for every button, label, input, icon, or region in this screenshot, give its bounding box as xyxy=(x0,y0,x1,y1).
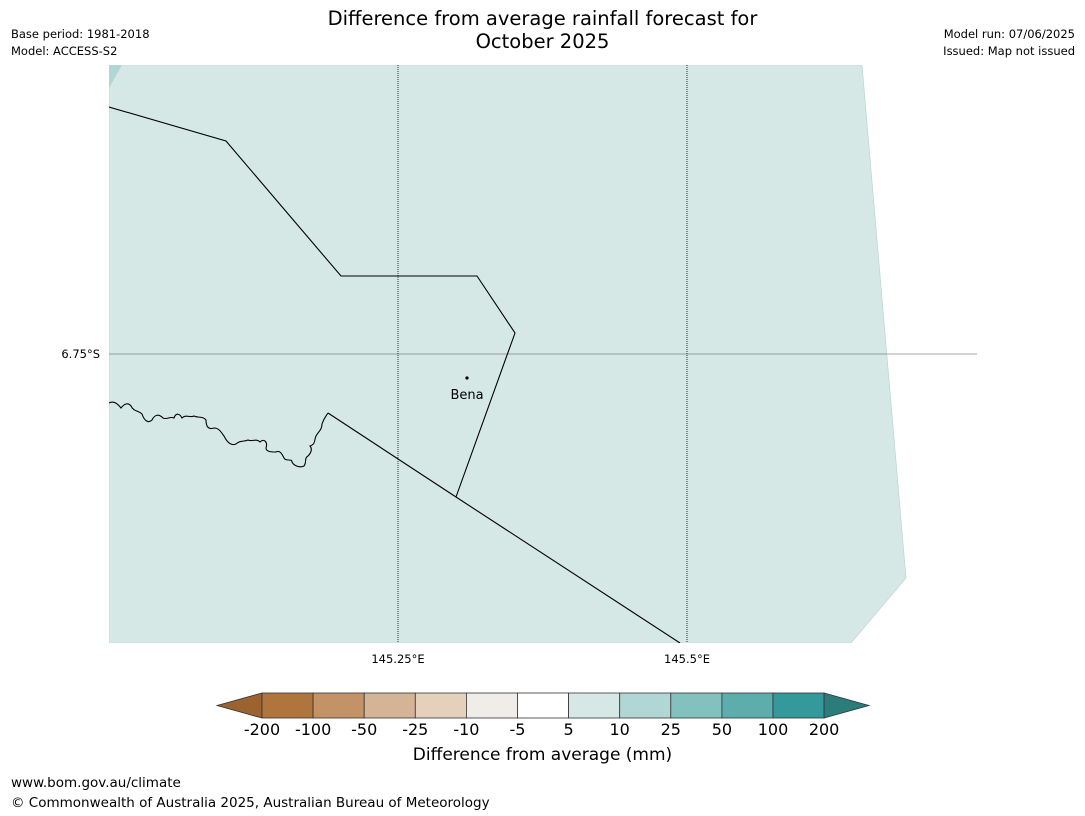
latitude-label: 6.75°S xyxy=(61,347,100,361)
colorbar-swatch xyxy=(312,692,365,719)
colorbar-tick-label: 5 xyxy=(563,720,574,739)
base-period: Base period: 1981-2018 xyxy=(11,27,150,41)
colorbar-swatch xyxy=(261,692,314,719)
issued-status: Issued: Map not issued xyxy=(943,44,1075,58)
colorbar-swatch xyxy=(721,692,774,719)
district-boundary xyxy=(109,106,516,498)
colorbar-swatch xyxy=(670,692,723,719)
title-line-1: Difference from average rainfall forecas… xyxy=(327,7,758,30)
colorbar-tick-label: -100 xyxy=(294,720,332,739)
meta-right: Model run: 07/06/2025 Issued: Map not is… xyxy=(943,26,1075,60)
colorbar-swatch xyxy=(363,692,416,719)
colorbar-swatch xyxy=(465,692,518,719)
colorbar-tick-label: 10 xyxy=(609,720,630,739)
colorbar-swatch xyxy=(619,692,672,719)
colorbar-swatch xyxy=(517,692,569,719)
colorbar-title: Difference from average (mm) xyxy=(412,745,673,765)
footer-url[interactable]: www.bom.gov.au/climate xyxy=(11,775,181,791)
model-name: Model: ACCESS-S2 xyxy=(11,44,118,58)
map-title: Difference from average rainfall forecas… xyxy=(0,7,1085,53)
colorbar-tick-label: 100 xyxy=(757,720,789,739)
colorbar-swatch xyxy=(414,692,467,719)
colorbar-tick-label: -200 xyxy=(243,720,281,739)
footer-copyright: © Commonwealth of Australia 2025, Austra… xyxy=(11,795,490,811)
colorbar-extend-high xyxy=(823,692,871,719)
longitude-label-145-25: 145.25°E xyxy=(371,652,425,666)
colorbar-tick-label: -10 xyxy=(453,720,480,739)
colorbar-tick-label: -50 xyxy=(351,720,378,739)
colorbar-tick-label: 50 xyxy=(711,720,733,739)
colorbar-tick-label: 200 xyxy=(808,720,840,739)
meta-left: Base period: 1981-2018 Model: ACCESS-S2 xyxy=(11,26,150,60)
colorbar-swatch xyxy=(568,692,621,719)
town-marker xyxy=(465,376,469,380)
river-boundary xyxy=(109,401,329,468)
colorbar-tick-label: -5 xyxy=(509,720,526,739)
longitude-label-145-5: 145.5°E xyxy=(664,652,710,666)
title-line-2: October 2025 xyxy=(475,30,610,53)
colorbar-tick-label: -25 xyxy=(402,720,429,739)
town-label: Bena xyxy=(450,388,484,403)
province-boundary xyxy=(327,412,681,643)
colorbar-extend-low xyxy=(215,692,263,719)
colorbar-tick-label: 25 xyxy=(660,720,681,739)
colorbar-swatch xyxy=(772,692,825,719)
forecast-fill-corner xyxy=(109,65,122,88)
model-run: Model run: 07/06/2025 xyxy=(943,27,1075,41)
